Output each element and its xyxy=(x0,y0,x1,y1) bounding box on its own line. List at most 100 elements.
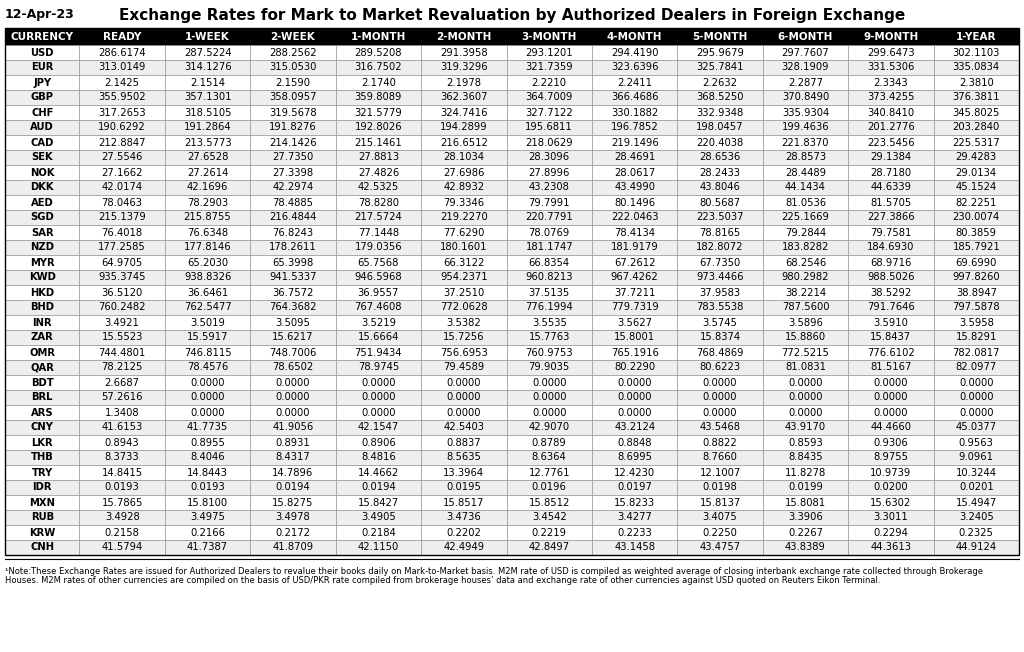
Bar xyxy=(5,300,80,315)
Text: 14.8443: 14.8443 xyxy=(187,467,228,477)
Text: 41.7735: 41.7735 xyxy=(187,422,228,432)
Text: 180.1601: 180.1601 xyxy=(440,243,487,252)
Text: 10.9739: 10.9739 xyxy=(870,467,911,477)
Text: 37.2510: 37.2510 xyxy=(443,288,484,297)
Text: 68.2546: 68.2546 xyxy=(784,258,826,267)
Text: 299.6473: 299.6473 xyxy=(867,48,914,57)
Bar xyxy=(336,75,421,90)
Text: 776.6102: 776.6102 xyxy=(867,348,914,357)
Bar xyxy=(250,345,336,360)
Text: 67.7350: 67.7350 xyxy=(699,258,740,267)
Text: 43.9170: 43.9170 xyxy=(785,422,826,432)
Bar xyxy=(5,135,80,150)
Text: 782.0817: 782.0817 xyxy=(952,348,1000,357)
Bar xyxy=(848,480,934,495)
Text: 36.6461: 36.6461 xyxy=(187,288,228,297)
Bar xyxy=(677,165,763,180)
Bar xyxy=(80,315,165,330)
Bar xyxy=(848,240,934,255)
Bar xyxy=(336,120,421,135)
Text: 199.4636: 199.4636 xyxy=(781,123,829,132)
Bar xyxy=(421,210,507,225)
Text: 0.0193: 0.0193 xyxy=(190,482,225,492)
Text: 4-MONTH: 4-MONTH xyxy=(607,31,663,42)
Bar xyxy=(592,510,677,525)
Text: 42.1547: 42.1547 xyxy=(357,422,399,432)
Text: 15.7763: 15.7763 xyxy=(528,333,570,342)
Bar xyxy=(5,315,80,330)
Text: 28.6536: 28.6536 xyxy=(699,153,740,162)
Text: GBP: GBP xyxy=(31,93,53,102)
Bar xyxy=(507,375,592,390)
Bar xyxy=(336,45,421,60)
Text: 335.0834: 335.0834 xyxy=(952,63,999,72)
Bar xyxy=(421,165,507,180)
Text: 29.0134: 29.0134 xyxy=(955,168,996,177)
Text: USD: USD xyxy=(31,48,54,57)
Text: 3.4075: 3.4075 xyxy=(702,512,737,522)
Bar xyxy=(848,435,934,450)
Text: 78.4134: 78.4134 xyxy=(614,228,655,237)
Text: 15.6302: 15.6302 xyxy=(870,497,911,507)
Text: 746.8115: 746.8115 xyxy=(183,348,231,357)
Bar xyxy=(677,28,763,45)
Bar xyxy=(848,270,934,285)
Text: 43.1458: 43.1458 xyxy=(614,542,655,552)
Text: 11.8278: 11.8278 xyxy=(784,467,826,477)
Text: 760.2482: 760.2482 xyxy=(98,303,145,312)
Bar xyxy=(592,465,677,480)
Text: 291.3958: 291.3958 xyxy=(440,48,487,57)
Bar xyxy=(165,165,250,180)
Bar xyxy=(80,150,165,165)
Text: 28.4691: 28.4691 xyxy=(614,153,655,162)
Bar xyxy=(507,90,592,105)
Bar xyxy=(421,345,507,360)
Bar xyxy=(80,465,165,480)
Text: 77.1448: 77.1448 xyxy=(357,228,399,237)
Text: 0.0000: 0.0000 xyxy=(702,408,737,417)
Text: 0.8593: 0.8593 xyxy=(788,437,823,447)
Text: 42.2974: 42.2974 xyxy=(272,183,313,192)
Bar xyxy=(250,420,336,435)
Bar xyxy=(592,405,677,420)
Text: 81.0831: 81.0831 xyxy=(785,363,826,372)
Text: 80.3859: 80.3859 xyxy=(955,228,996,237)
Bar xyxy=(934,240,1019,255)
Bar xyxy=(507,240,592,255)
Text: 42.8932: 42.8932 xyxy=(443,183,484,192)
Bar xyxy=(250,495,336,510)
Bar xyxy=(165,28,250,45)
Text: 0.0193: 0.0193 xyxy=(104,482,139,492)
Bar xyxy=(677,540,763,555)
Bar xyxy=(763,345,848,360)
Bar xyxy=(250,135,336,150)
Text: 0.0000: 0.0000 xyxy=(617,393,652,402)
Text: BHD: BHD xyxy=(31,303,54,312)
Bar xyxy=(848,165,934,180)
Text: 12.7761: 12.7761 xyxy=(528,467,570,477)
Bar xyxy=(80,495,165,510)
Bar xyxy=(507,525,592,540)
Bar xyxy=(934,360,1019,375)
Text: 772.5215: 772.5215 xyxy=(781,348,829,357)
Text: 212.8847: 212.8847 xyxy=(98,138,145,147)
Bar xyxy=(763,525,848,540)
Bar xyxy=(5,165,80,180)
Text: 1-MONTH: 1-MONTH xyxy=(350,31,407,42)
Bar xyxy=(5,28,80,45)
Bar xyxy=(507,165,592,180)
Bar xyxy=(421,495,507,510)
Bar xyxy=(165,420,250,435)
Text: 57.2616: 57.2616 xyxy=(101,393,143,402)
Bar xyxy=(677,75,763,90)
Text: 314.1276: 314.1276 xyxy=(183,63,231,72)
Bar xyxy=(165,495,250,510)
Bar xyxy=(250,480,336,495)
Bar xyxy=(250,300,336,315)
Bar xyxy=(677,120,763,135)
Bar xyxy=(934,75,1019,90)
Text: 15.5523: 15.5523 xyxy=(101,333,143,342)
Bar xyxy=(677,240,763,255)
Bar xyxy=(336,480,421,495)
Text: 345.8025: 345.8025 xyxy=(952,108,1000,117)
